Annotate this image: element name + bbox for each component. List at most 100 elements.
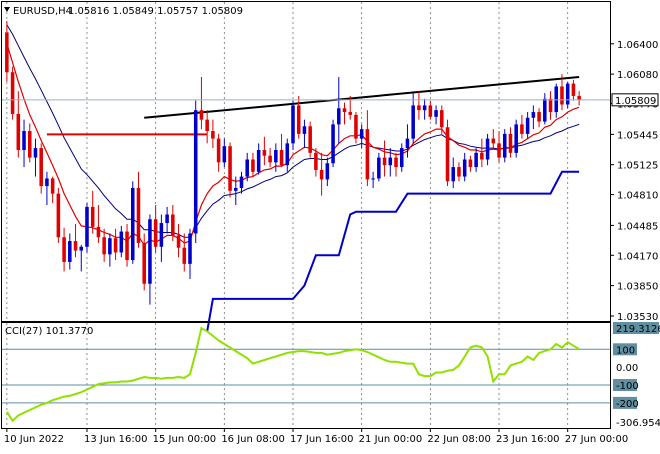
candle[interactable] — [22, 119, 26, 168]
collapse-triangle-icon[interactable] — [4, 7, 10, 12]
candle[interactable] — [268, 148, 272, 168]
candle[interactable] — [182, 233, 187, 272]
candle[interactable] — [159, 214, 164, 262]
candle[interactable] — [125, 223, 129, 267]
candle[interactable] — [245, 152, 249, 182]
candle[interactable] — [422, 98, 427, 120]
candle[interactable] — [27, 123, 32, 163]
candle[interactable] — [274, 143, 278, 172]
candle[interactable] — [371, 171, 375, 188]
candle[interactable] — [73, 223, 78, 258]
candle[interactable] — [325, 157, 330, 187]
candle[interactable] — [176, 223, 181, 258]
candle[interactable] — [85, 203, 89, 253]
candle[interactable] — [291, 100, 295, 151]
candle[interactable] — [497, 131, 501, 163]
candle[interactable] — [90, 190, 95, 234]
candle[interactable] — [45, 171, 49, 206]
candle[interactable] — [462, 152, 467, 182]
candle[interactable] — [480, 138, 484, 168]
candle[interactable] — [188, 228, 192, 280]
candle[interactable] — [474, 148, 478, 172]
candle[interactable] — [148, 214, 152, 305]
candle[interactable] — [96, 205, 101, 243]
candle[interactable] — [308, 121, 312, 158]
candle[interactable] — [525, 112, 530, 139]
candle[interactable] — [319, 152, 324, 196]
candle[interactable] — [548, 91, 553, 120]
candle[interactable] — [434, 105, 438, 125]
candle[interactable] — [262, 136, 267, 166]
candle[interactable] — [554, 83, 559, 118]
candle[interactable] — [130, 181, 135, 264]
candle[interactable] — [251, 152, 255, 177]
candle[interactable] — [302, 119, 307, 149]
candle[interactable] — [417, 91, 421, 120]
candle[interactable] — [205, 110, 209, 144]
candle[interactable] — [331, 119, 335, 168]
candle[interactable] — [354, 112, 358, 144]
candle[interactable] — [239, 171, 244, 194]
candle[interactable] — [279, 133, 284, 168]
candle[interactable] — [520, 114, 524, 139]
candle[interactable] — [68, 233, 72, 270]
candle[interactable] — [136, 171, 141, 248]
candle[interactable] — [359, 124, 364, 149]
candle[interactable] — [108, 233, 112, 267]
candle[interactable] — [342, 102, 347, 125]
candle[interactable] — [457, 162, 461, 182]
candle[interactable] — [543, 93, 547, 125]
candle[interactable] — [382, 140, 387, 177]
resistance-trendline[interactable] — [144, 75, 580, 119]
candle[interactable] — [428, 100, 433, 120]
candle[interactable] — [394, 152, 398, 177]
candle[interactable] — [491, 129, 496, 149]
candle[interactable] — [16, 91, 21, 158]
candle[interactable] — [153, 205, 158, 253]
candle[interactable] — [102, 228, 106, 262]
candle[interactable] — [377, 152, 381, 182]
candle[interactable] — [365, 110, 370, 187]
candle[interactable] — [216, 133, 221, 172]
candle[interactable] — [199, 76, 204, 130]
candle[interactable] — [285, 138, 290, 172]
candle[interactable] — [171, 205, 175, 242]
candles[interactable] — [5, 21, 581, 305]
candle[interactable] — [445, 119, 450, 187]
candle[interactable] — [50, 176, 55, 204]
candle[interactable] — [39, 143, 43, 194]
candle[interactable] — [165, 206, 169, 234]
candle[interactable] — [405, 124, 410, 158]
candle[interactable] — [5, 21, 9, 82]
candle[interactable] — [211, 119, 215, 149]
candle[interactable] — [228, 142, 232, 198]
candle[interactable] — [62, 227, 66, 272]
candle[interactable] — [502, 129, 507, 163]
candle[interactable] — [388, 148, 393, 177]
candle[interactable] — [468, 155, 473, 172]
candle[interactable] — [440, 105, 444, 134]
candle[interactable] — [508, 127, 513, 158]
candle[interactable] — [10, 66, 15, 120]
candle[interactable] — [233, 176, 238, 206]
candle[interactable] — [119, 225, 124, 258]
candle[interactable] — [399, 143, 404, 172]
candle[interactable] — [565, 81, 570, 109]
candle[interactable] — [314, 148, 318, 177]
candle[interactable] — [560, 74, 564, 111]
candle[interactable] — [337, 76, 341, 144]
candle[interactable] — [577, 91, 581, 106]
candle[interactable] — [79, 244, 84, 272]
candle[interactable] — [33, 138, 38, 177]
candle[interactable] — [296, 95, 301, 139]
candle[interactable] — [56, 187, 61, 243]
candle[interactable] — [113, 228, 118, 261]
candle[interactable] — [193, 100, 198, 243]
candle[interactable] — [485, 133, 490, 166]
candle[interactable] — [222, 138, 227, 168]
candle[interactable] — [571, 79, 576, 101]
candle[interactable] — [451, 157, 456, 188]
candle[interactable] — [142, 233, 146, 291]
candle[interactable] — [537, 108, 541, 128]
candle[interactable] — [514, 119, 518, 158]
